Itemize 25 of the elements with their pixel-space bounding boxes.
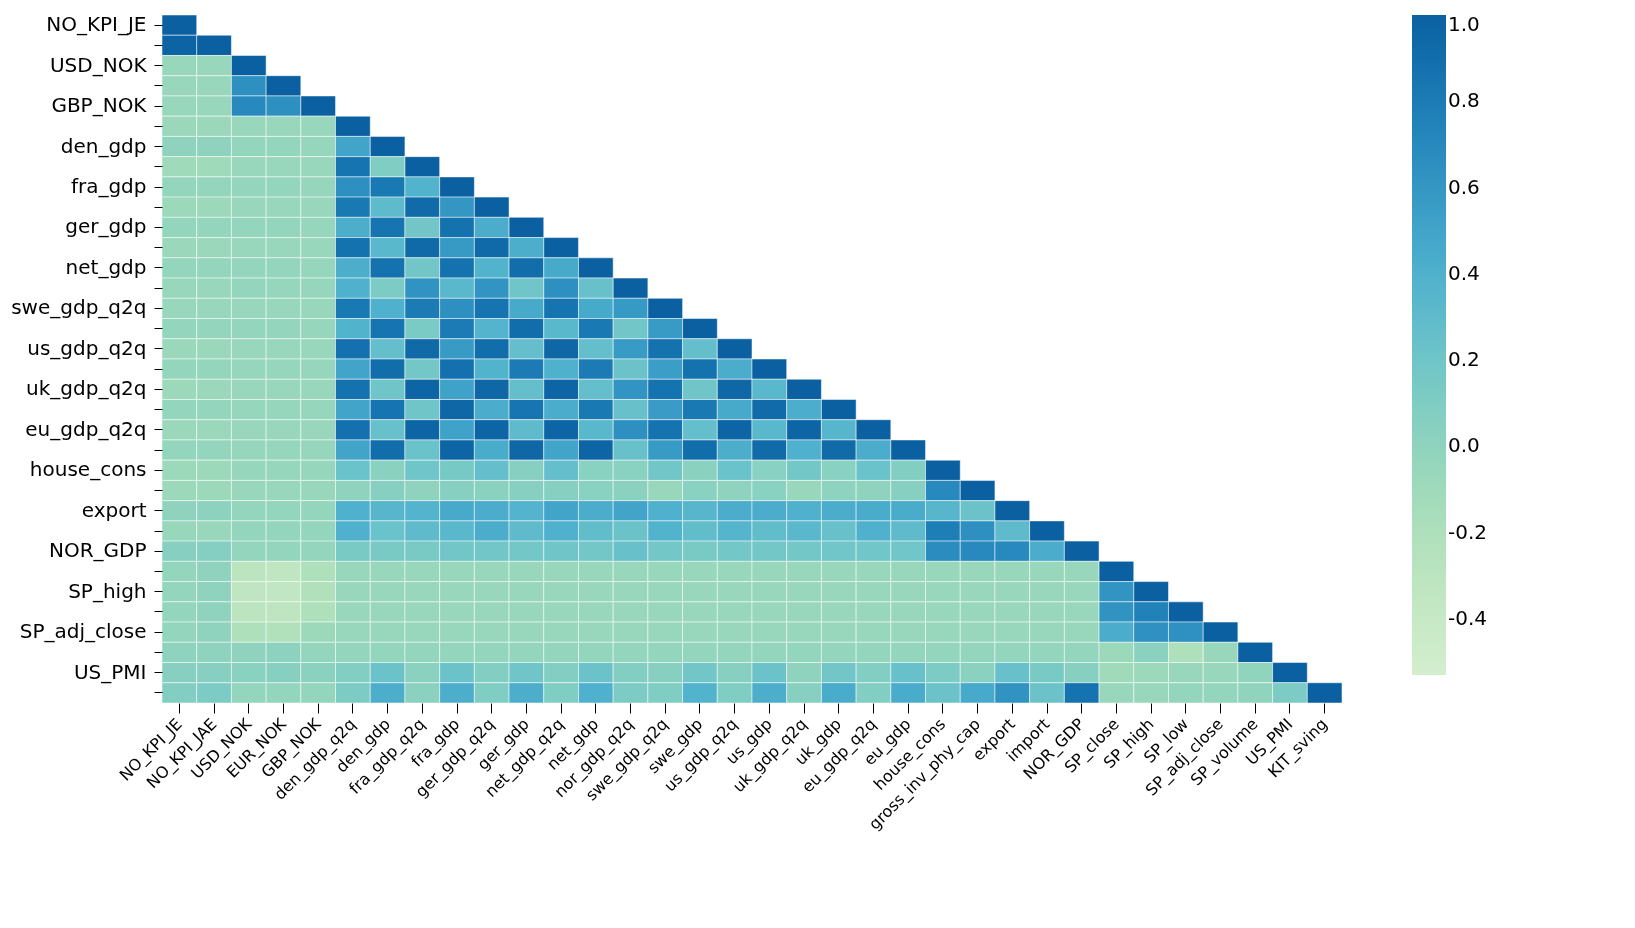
color-bar-label: -0.2 <box>1448 519 1488 544</box>
y-tick-label: US_PMI <box>73 659 147 684</box>
color-bar-label: 0.8 <box>1448 88 1480 113</box>
color-bar-label: 0.4 <box>1448 260 1480 285</box>
y-tick-label: eu_gdp_q2q <box>25 416 147 441</box>
color-bar-label: 0.2 <box>1448 347 1480 372</box>
y-tick-label: fra_gdp <box>70 174 147 198</box>
y-tick-label: export <box>81 497 147 522</box>
y-tick-label: uk_gdp_q2q <box>26 376 147 401</box>
y-tick-label: net_gdp <box>65 254 147 279</box>
y-tick-label: USD_NOK <box>49 52 148 77</box>
y-tick-label: swe_gdp_q2q <box>11 295 147 320</box>
y-tick-label: GBP_NOK <box>51 93 148 118</box>
color-bar-label: -0.4 <box>1448 605 1488 630</box>
y-tick-label: SP_adj_close <box>19 619 147 644</box>
y-tick-label: us_gdp_q2q <box>27 335 147 360</box>
y-tick-label: SP_high <box>68 578 147 603</box>
color-bar-label: 1.0 <box>1448 12 1480 36</box>
color-bar-label: 0.0 <box>1448 433 1480 458</box>
y-tick-label: NO_KPI_JE <box>46 12 147 37</box>
y-tick-label: house_cons <box>29 457 147 482</box>
color-bar-label: 0.6 <box>1448 174 1480 199</box>
y-tick-label: NOR_GDP <box>48 538 147 563</box>
y-tick-label: ger_gdp <box>65 214 147 239</box>
y-tick-label: den_gdp <box>60 133 147 158</box>
